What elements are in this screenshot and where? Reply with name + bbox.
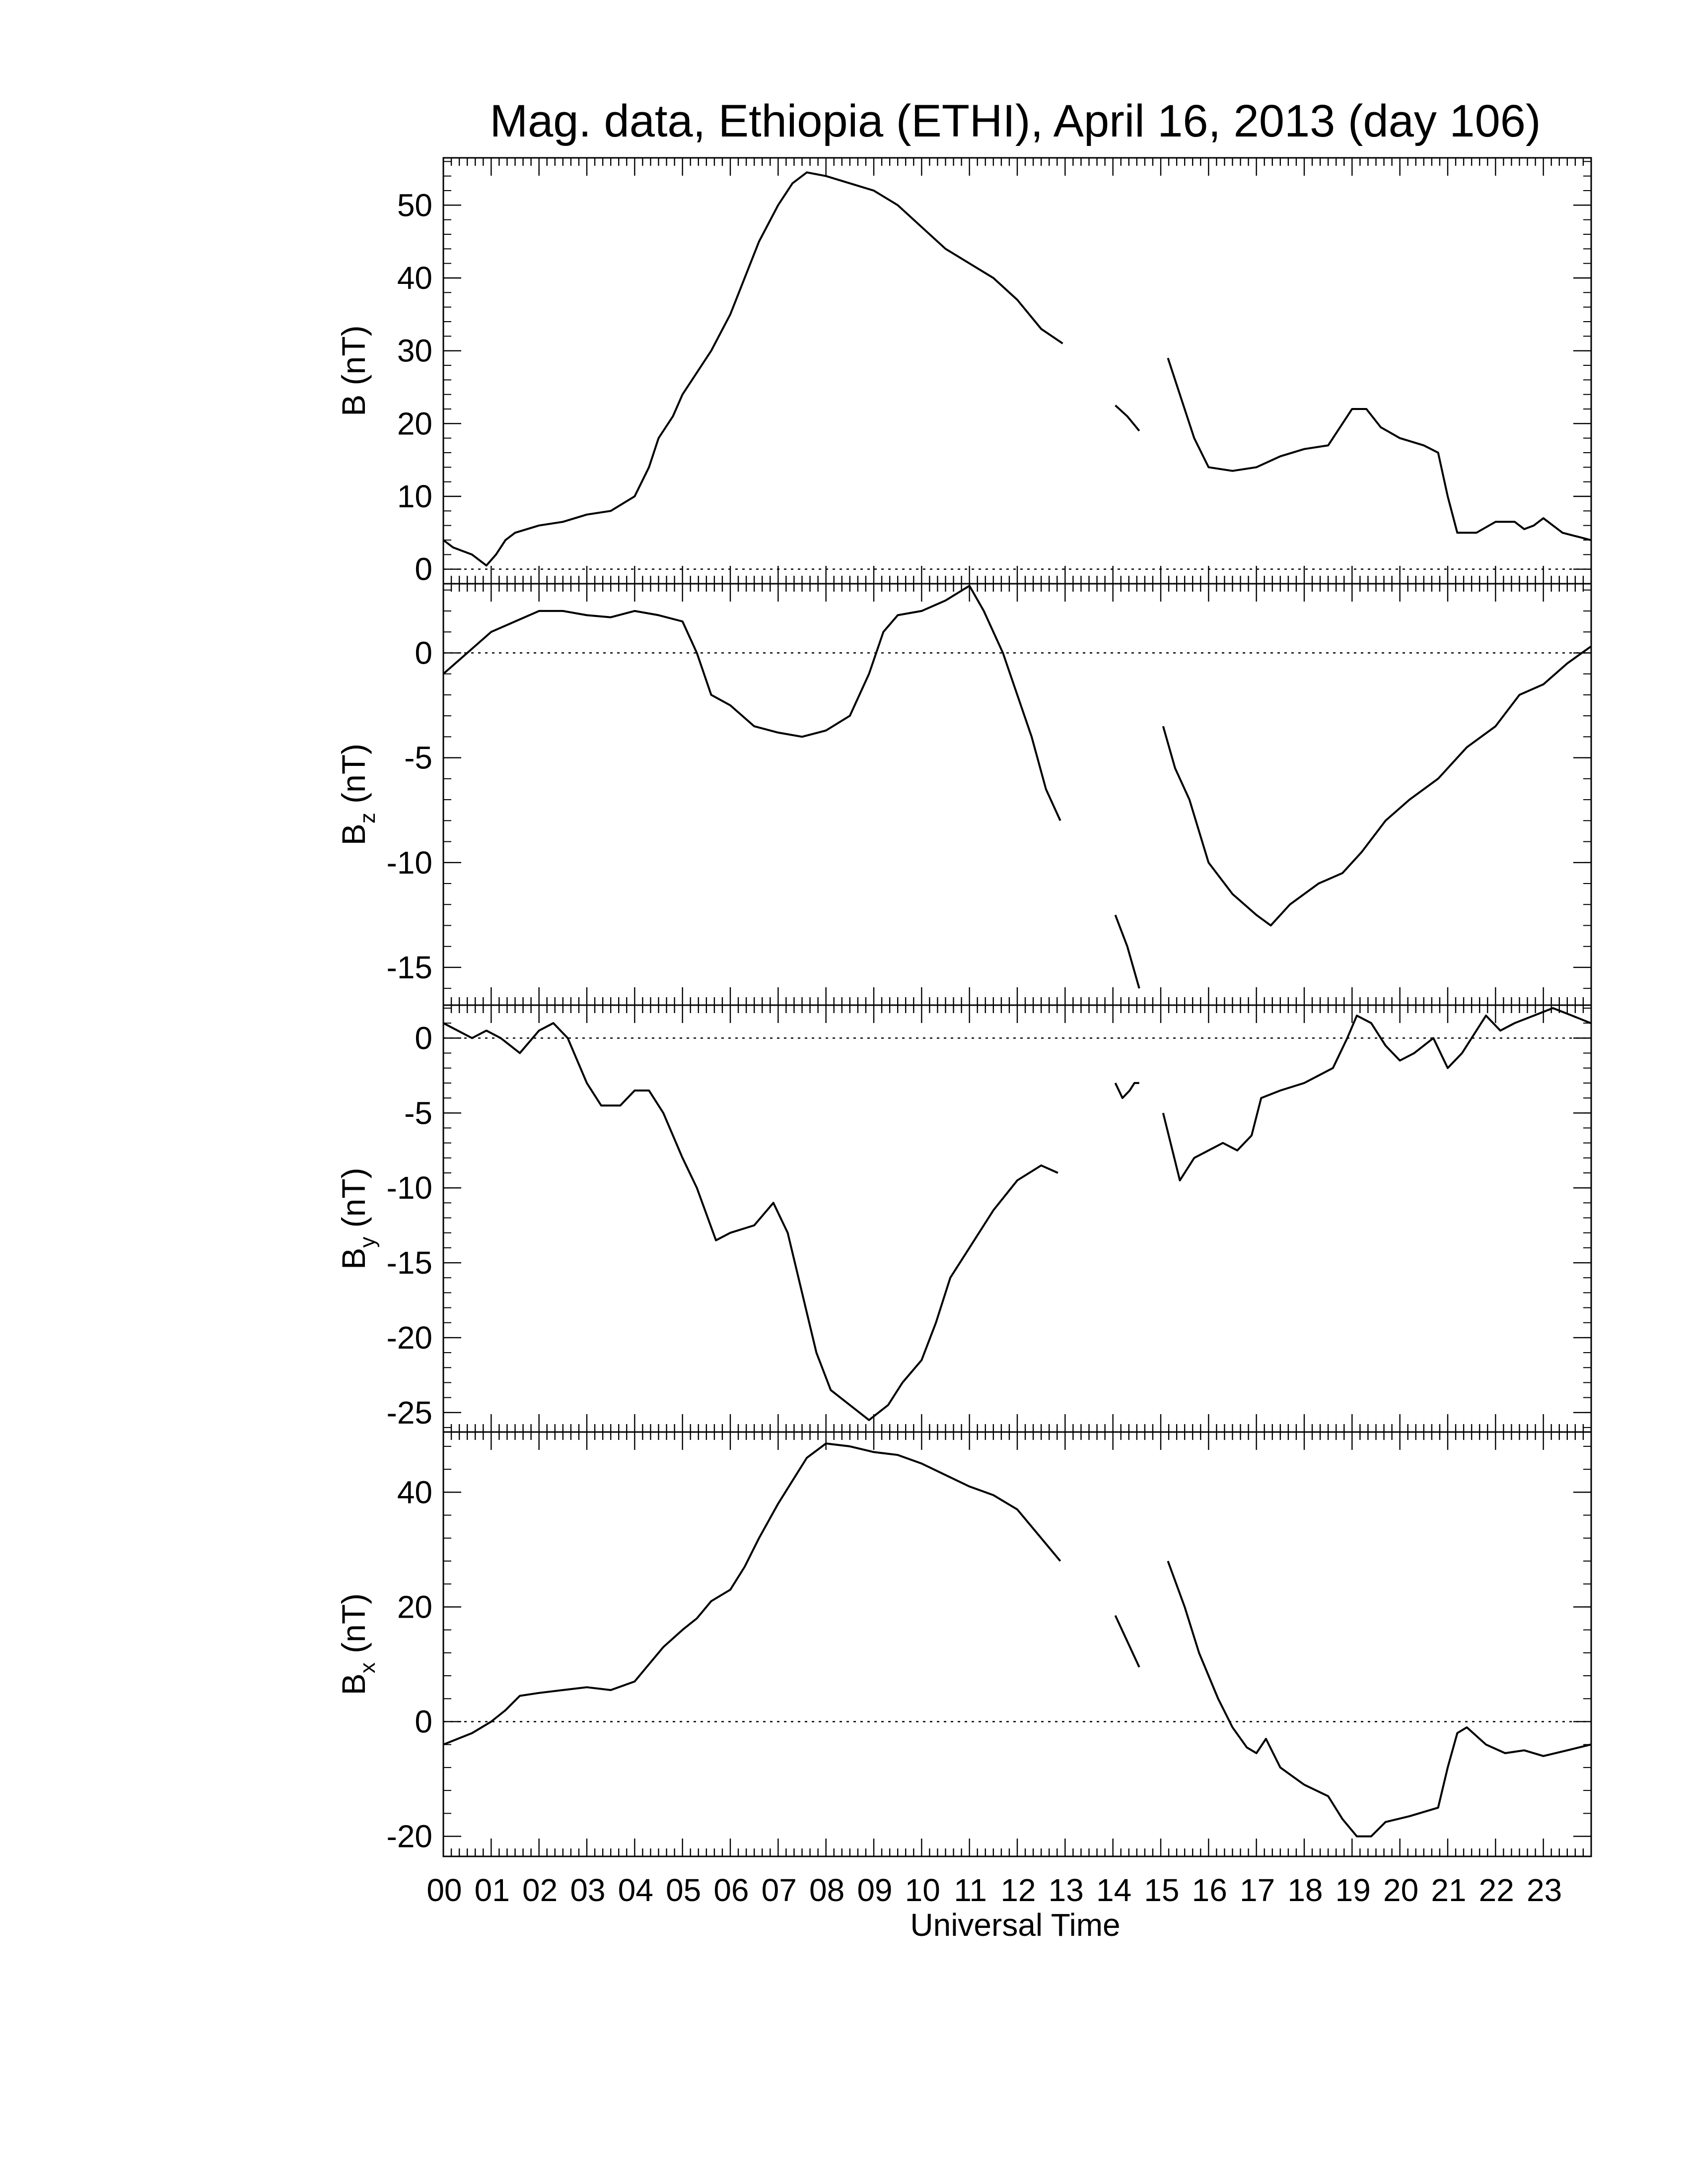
y-tick-label: -15: [387, 1245, 433, 1281]
y-tick-label: -10: [387, 1170, 433, 1206]
panel-2: 0 -5 -10 -15 Bz (nT): [335, 583, 1592, 1006]
x-tick-label: 09: [857, 1872, 892, 1908]
x-tick-label: 17: [1240, 1872, 1275, 1908]
data-series-line: [1114, 914, 1140, 989]
panel-1: 0 10 20 30 40 50 B (nT): [335, 157, 1592, 587]
x-tick-label: 11: [954, 1872, 986, 1908]
y-tick-label: -5: [404, 1095, 432, 1131]
y-axis-label-unit: (nT): [335, 744, 372, 813]
panel-frame: [442, 583, 1592, 1006]
y-axis-label-unit: (nT): [335, 325, 372, 394]
y-tick-label: 0: [415, 551, 432, 587]
y-tick-label: -10: [387, 845, 433, 881]
y-axis-label: Bz (nT): [335, 744, 380, 845]
y-axis-label: Bx (nT): [335, 1593, 380, 1695]
data-series-line: [1167, 1561, 1591, 1838]
x-tick-label: 02: [522, 1872, 558, 1908]
panel-3: 0 -5 -10 -15 -20 -25 By (nT): [335, 1004, 1592, 1433]
panel-frame: [442, 1004, 1592, 1433]
y-tick-label: 20: [397, 406, 432, 441]
data-series-line: [1114, 1082, 1139, 1099]
x-tick-label: 00: [426, 1872, 462, 1908]
data-series-line: [443, 1442, 1061, 1746]
y-axis-label-main: B: [335, 1673, 372, 1695]
y-axis-label-subscript: x: [355, 1662, 380, 1673]
x-tick-label: 03: [570, 1872, 605, 1908]
x-tick-label: 04: [618, 1872, 653, 1908]
x-tick-label: 12: [1000, 1872, 1036, 1908]
y-tick-label: 30: [397, 333, 432, 369]
y-tick-label: 50: [397, 187, 432, 223]
y-axis-label-main: B: [335, 1248, 372, 1270]
y-tick-label: -5: [404, 740, 432, 776]
y-axis-label-subscript: y: [355, 1237, 380, 1248]
data-series-line: [1167, 357, 1591, 541]
y-tick-label: 0: [415, 635, 432, 671]
data-series-line: [443, 1022, 1058, 1421]
x-tick-label: 08: [809, 1872, 844, 1908]
y-tick-label: -20: [387, 1320, 433, 1356]
y-axis-label-main: B: [335, 395, 372, 416]
panel-frame: [442, 1431, 1592, 1857]
x-tick-label: 21: [1431, 1872, 1466, 1908]
x-axis-label: Universal Time: [910, 1907, 1120, 1943]
y-axis-label-unit: (nT): [335, 1593, 372, 1662]
y-tick-label: 20: [397, 1589, 432, 1625]
y-tick-label: 10: [397, 478, 432, 514]
y-axis-label-subscript: z: [355, 813, 380, 823]
data-series-line: [442, 171, 1063, 567]
x-tick-label: 07: [762, 1872, 797, 1908]
y-axis-label: By (nT): [335, 1167, 380, 1269]
y-tick-label: 40: [397, 1474, 432, 1510]
y-axis-label-main: B: [335, 823, 372, 845]
x-tick-label: 20: [1383, 1872, 1418, 1908]
y-tick-label: -15: [387, 950, 433, 985]
panel-4: 40 20 0 -20 Bx (nT): [335, 1431, 1592, 1857]
y-tick-label: 0: [415, 1704, 432, 1739]
panel-frame: [442, 157, 1592, 585]
y-axis-label: B (nT): [335, 325, 372, 416]
data-series-line: [1162, 646, 1592, 927]
x-tick-label: 19: [1336, 1872, 1371, 1908]
x-tick-label: 16: [1192, 1872, 1227, 1908]
x-tick-label: 13: [1049, 1872, 1084, 1908]
x-tick-label: 15: [1144, 1872, 1179, 1908]
x-tick-label: 10: [905, 1872, 940, 1908]
x-tick-label: 18: [1287, 1872, 1323, 1908]
y-tick-label: -20: [387, 1819, 433, 1854]
y-tick-label: 40: [397, 260, 432, 296]
x-tick-label: 14: [1096, 1872, 1131, 1908]
data-series-line: [1162, 1007, 1591, 1182]
x-tick-label: 23: [1527, 1872, 1562, 1908]
x-tick-label: 06: [713, 1872, 749, 1908]
y-tick-label: 0: [415, 1020, 432, 1056]
data-series-line: [1114, 1615, 1140, 1668]
x-tick-label: 01: [475, 1872, 510, 1908]
y-axis-label-unit: (nT): [335, 1167, 372, 1236]
data-series-line: [442, 585, 1061, 821]
chart-title: Mag. data, Ethiopia (ETHI), April 16, 20…: [490, 96, 1541, 146]
y-tick-label: -25: [387, 1395, 433, 1431]
data-series-line: [1115, 405, 1140, 432]
x-tick-label: 22: [1479, 1872, 1514, 1908]
x-tick-label: 05: [666, 1872, 701, 1908]
